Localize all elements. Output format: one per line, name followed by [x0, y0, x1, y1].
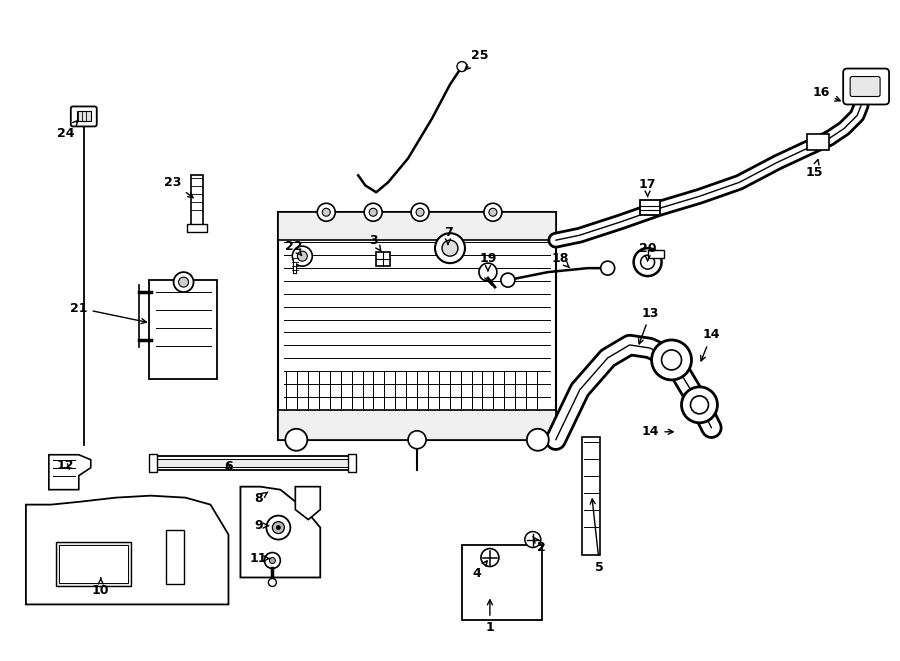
- Circle shape: [178, 277, 189, 287]
- Text: 5: 5: [590, 499, 604, 574]
- Circle shape: [525, 531, 541, 547]
- Polygon shape: [295, 486, 320, 520]
- Text: 2: 2: [533, 537, 546, 554]
- Polygon shape: [240, 486, 320, 578]
- Circle shape: [634, 248, 661, 276]
- Bar: [186, 224, 206, 232]
- Bar: [153, 455, 352, 470]
- Text: 21: 21: [70, 301, 147, 324]
- Text: 18: 18: [551, 252, 569, 268]
- Bar: [462, 545, 542, 621]
- Circle shape: [526, 429, 549, 451]
- Polygon shape: [26, 496, 229, 604]
- Circle shape: [285, 429, 307, 451]
- Circle shape: [265, 553, 281, 568]
- Bar: [278, 212, 556, 240]
- Circle shape: [318, 204, 335, 221]
- Text: 12: 12: [57, 459, 75, 472]
- Text: 23: 23: [164, 176, 194, 198]
- Bar: [581, 437, 599, 555]
- Bar: [807, 134, 829, 151]
- Text: 3: 3: [369, 234, 382, 252]
- Text: 25: 25: [465, 49, 489, 69]
- FancyBboxPatch shape: [843, 69, 889, 104]
- Text: 10: 10: [92, 578, 110, 597]
- Circle shape: [292, 246, 312, 266]
- Circle shape: [297, 251, 307, 261]
- Circle shape: [652, 340, 691, 380]
- Bar: [348, 453, 356, 472]
- Text: 7: 7: [444, 225, 453, 245]
- Text: 9: 9: [254, 519, 268, 532]
- Circle shape: [364, 204, 382, 221]
- Text: 19: 19: [479, 252, 497, 271]
- Circle shape: [481, 549, 499, 566]
- Text: 13: 13: [638, 307, 660, 344]
- Text: 16: 16: [813, 86, 841, 101]
- Text: 14: 14: [700, 329, 720, 361]
- Circle shape: [268, 578, 276, 586]
- Bar: [148, 453, 157, 472]
- Bar: [58, 545, 128, 584]
- Circle shape: [435, 233, 465, 263]
- Bar: [640, 200, 660, 215]
- Text: 11: 11: [249, 552, 270, 565]
- Circle shape: [174, 272, 194, 292]
- Bar: [166, 529, 184, 584]
- Text: 8: 8: [254, 492, 268, 505]
- Text: 4: 4: [472, 561, 487, 580]
- Circle shape: [641, 255, 654, 269]
- Circle shape: [662, 350, 681, 370]
- Polygon shape: [49, 455, 91, 490]
- Circle shape: [489, 208, 497, 216]
- Bar: [376, 252, 390, 266]
- Text: 1: 1: [485, 600, 494, 634]
- Circle shape: [501, 273, 515, 287]
- Bar: [76, 112, 91, 122]
- Circle shape: [269, 557, 275, 564]
- Circle shape: [411, 204, 429, 221]
- Circle shape: [600, 261, 615, 275]
- Text: 6: 6: [224, 460, 233, 473]
- Circle shape: [369, 208, 377, 216]
- Circle shape: [681, 387, 717, 423]
- FancyBboxPatch shape: [71, 106, 96, 126]
- Bar: [56, 541, 130, 586]
- Circle shape: [266, 516, 291, 539]
- Circle shape: [408, 431, 426, 449]
- Circle shape: [416, 208, 424, 216]
- Circle shape: [276, 525, 281, 529]
- Text: 22: 22: [284, 240, 302, 256]
- Circle shape: [273, 522, 284, 533]
- Bar: [278, 212, 556, 440]
- Text: 14: 14: [642, 425, 673, 438]
- Circle shape: [479, 263, 497, 281]
- Circle shape: [442, 240, 458, 256]
- Bar: [156, 459, 349, 467]
- Circle shape: [484, 204, 502, 221]
- Circle shape: [457, 61, 467, 71]
- Circle shape: [690, 396, 708, 414]
- Circle shape: [322, 208, 330, 216]
- Text: 24: 24: [57, 120, 77, 140]
- Bar: [191, 175, 202, 227]
- Bar: [278, 410, 556, 440]
- Text: 20: 20: [639, 242, 656, 261]
- Text: 17: 17: [639, 178, 656, 196]
- FancyBboxPatch shape: [850, 77, 880, 97]
- FancyBboxPatch shape: [148, 280, 218, 379]
- Text: 15: 15: [806, 159, 823, 179]
- Bar: [648, 250, 663, 258]
